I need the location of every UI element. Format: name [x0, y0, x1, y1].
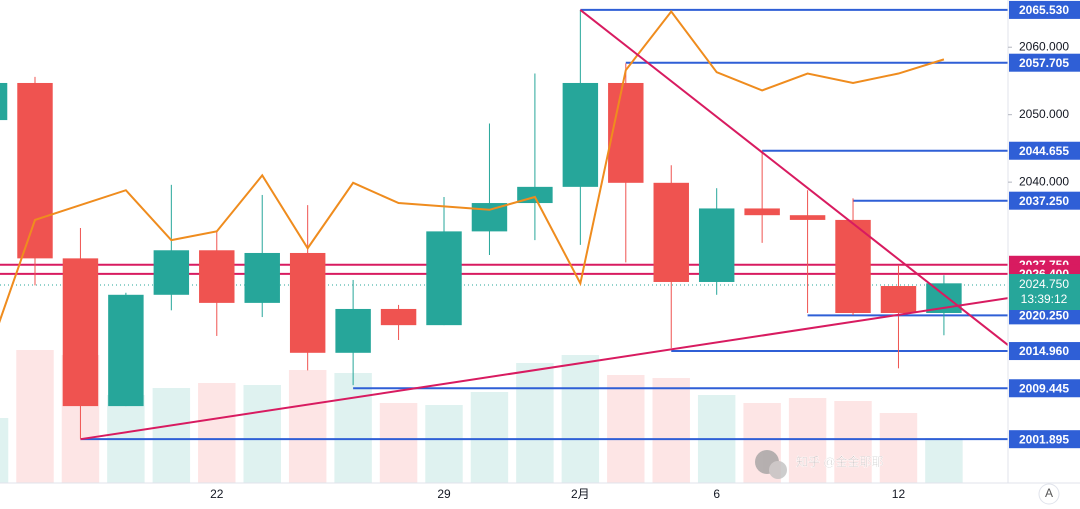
volume-bar [470, 392, 509, 483]
price-label: 2014.960 [1019, 344, 1069, 358]
candle-body [108, 294, 144, 407]
volume-bar [379, 403, 418, 483]
price-label: 2009.445 [1019, 381, 1069, 395]
volume-bar [16, 350, 54, 483]
price-label-box [1009, 430, 1080, 449]
volume-bar [516, 363, 554, 483]
current-price-label: 2024.750 [1019, 277, 1069, 291]
plot-area [0, 8, 1008, 483]
x-tick-label: 22 [210, 487, 224, 501]
price-label: 2037.250 [1019, 194, 1069, 208]
candle-body [62, 258, 99, 407]
price-label-box [1009, 141, 1080, 160]
candle-body [426, 231, 462, 326]
price-label-box [1009, 0, 1080, 19]
volume-bar [788, 398, 827, 483]
candle-body [153, 250, 190, 295]
price-label: 2001.895 [1019, 432, 1069, 446]
price-label: 2020.250 [1019, 309, 1069, 323]
price-label-box [1009, 53, 1080, 72]
trend-line [579, 9, 1008, 346]
candle-body [744, 208, 780, 216]
price-label-box [1009, 342, 1080, 361]
volume-bar [288, 370, 327, 483]
price-label-box [1009, 306, 1080, 325]
price-label: 2065.530 [1019, 3, 1069, 17]
candle-body [789, 215, 826, 220]
price-label-box [1009, 191, 1080, 210]
volume-bar [561, 355, 600, 483]
candle-body [698, 208, 735, 282]
candle-body [335, 308, 371, 353]
volume-bar [607, 375, 645, 483]
candle-body [880, 286, 917, 314]
volume-bar [243, 385, 281, 483]
candle-body [471, 203, 508, 232]
candle-body [380, 308, 417, 326]
auto-button[interactable] [1038, 483, 1060, 505]
candle-body [17, 82, 53, 259]
candle-body [199, 250, 235, 303]
candle-body [608, 82, 644, 183]
watermark-group: 知乎 @金金耶耶 [755, 450, 884, 479]
candle-body [562, 82, 599, 187]
y-tick-label: 2060.000 [1019, 39, 1069, 53]
auto-button-label[interactable]: A [1045, 486, 1053, 500]
volume-bar [834, 401, 872, 483]
candle-body [244, 252, 280, 303]
volume-bar [879, 413, 918, 483]
candle-body [835, 219, 871, 314]
watermark: 知乎 @金金耶耶 [796, 454, 884, 469]
indicator-line [0, 9, 945, 324]
volume-bar [152, 388, 191, 483]
candle-body [0, 82, 8, 121]
volume-bar [425, 405, 463, 483]
price-label: 2057.705 [1019, 56, 1069, 70]
current-price-box [1009, 274, 1080, 311]
volume-bar [925, 438, 963, 483]
volume-bar [198, 383, 236, 483]
price-label: 2044.655 [1019, 144, 1069, 158]
trend-line [80, 297, 1008, 441]
volume-bar [0, 418, 9, 483]
watermark-icon [769, 461, 787, 479]
candle-body [289, 252, 326, 353]
volume-bar [652, 378, 690, 483]
x-tick-label: 6 [713, 487, 720, 501]
price-label-box [1009, 379, 1080, 398]
candle-body [653, 182, 689, 282]
countdown-label: 13:39:12 [1021, 292, 1068, 306]
volume-bar [334, 373, 372, 483]
x-tick-label: 29 [437, 487, 451, 501]
x-tick-label: 12 [892, 487, 906, 501]
y-tick-label: 2040.000 [1019, 174, 1069, 188]
y-tick-label: 2050.000 [1019, 107, 1069, 121]
axes: 2060.000 2050.000 2040.000 2065.530 2057.705… [210, 0, 1080, 501]
x-tick-label: 2月 [571, 487, 590, 501]
